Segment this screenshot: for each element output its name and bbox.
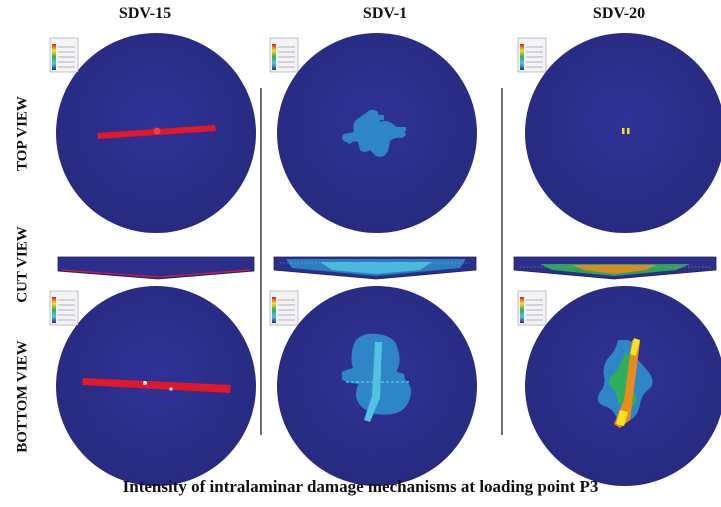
- damage-spot: [622, 128, 625, 134]
- figure-caption: Intensity of intralaminar damage mechani…: [122, 477, 599, 496]
- damage-band: [82, 378, 231, 393]
- contour-legend-icon: [269, 37, 299, 73]
- panel-sdv1-cut: [273, 256, 477, 280]
- panel-sdv20-bottom: [517, 286, 721, 486]
- damage-spot: [143, 381, 147, 385]
- panel-sdv1-bottom: [269, 286, 477, 486]
- panel-sdv15-cut: [57, 256, 255, 280]
- column-title-sdv15: SDV-15: [118, 5, 172, 22]
- damage-region: [342, 109, 406, 157]
- contour-legend-icon: [49, 37, 79, 73]
- contour-legend-icon: [517, 37, 547, 73]
- damage-spot: [169, 387, 173, 391]
- contour-legend-icon: [49, 290, 79, 326]
- panel-sdv15-top: [49, 33, 256, 233]
- damage-band: [614, 340, 640, 428]
- panel-sdv20-top: [517, 33, 721, 233]
- panel-sdv20-cut: [513, 256, 717, 280]
- panel-sdv15-bottom: [49, 286, 256, 486]
- damage-spot: [627, 128, 630, 134]
- column-title-sdv20: SDV-20: [592, 5, 646, 22]
- damage-spot: [153, 127, 161, 135]
- column-title-sdv1: SDV-1: [362, 5, 408, 22]
- contour-legend-icon: [269, 290, 299, 326]
- contour-legend-icon: [517, 290, 547, 326]
- panel-sdv1-top: [269, 33, 477, 233]
